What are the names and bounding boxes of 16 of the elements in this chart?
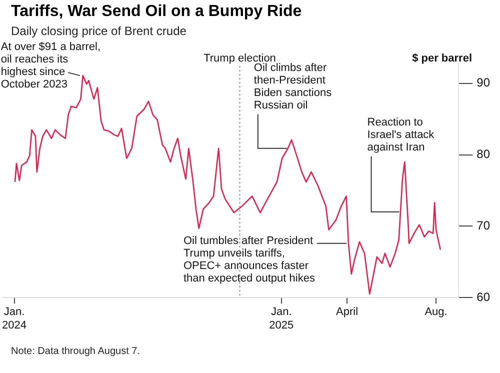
y-tick-label: 90 — [476, 76, 490, 90]
annotation: Oil tumbles after President Trump unveils tariffs, OPEC+ announces faster than expected output hikes — [183, 234, 316, 284]
x-tick-label: Jan. 2025 — [269, 306, 294, 332]
y-tick-label: 70 — [476, 218, 490, 233]
x-tick-label: Aug. — [424, 306, 448, 318]
chart-subtitle: Daily closing price of Brent crude — [11, 24, 186, 38]
y-tick-label: 80 — [476, 147, 490, 162]
chart-title: Tariffs, War Send Oil on a Bumpy Ride — [11, 3, 302, 21]
annotation: Oil climbs after then-President Biden sanctions Russian oil — [254, 62, 332, 112]
x-tick-label: April — [336, 306, 358, 318]
x-tick-label: Jan. 2024 — [2, 306, 27, 332]
annotation: Reaction to Israel's attack against Iran — [367, 116, 435, 154]
y-axis-title: $ per barrel — [412, 52, 472, 65]
text: Note: Data through August 7. — [11, 346, 140, 358]
annotation: At over $91 a barrel, oil reaches its highest since October 2023 — [0, 41, 101, 91]
y-tick-label: 60 — [476, 290, 490, 304]
